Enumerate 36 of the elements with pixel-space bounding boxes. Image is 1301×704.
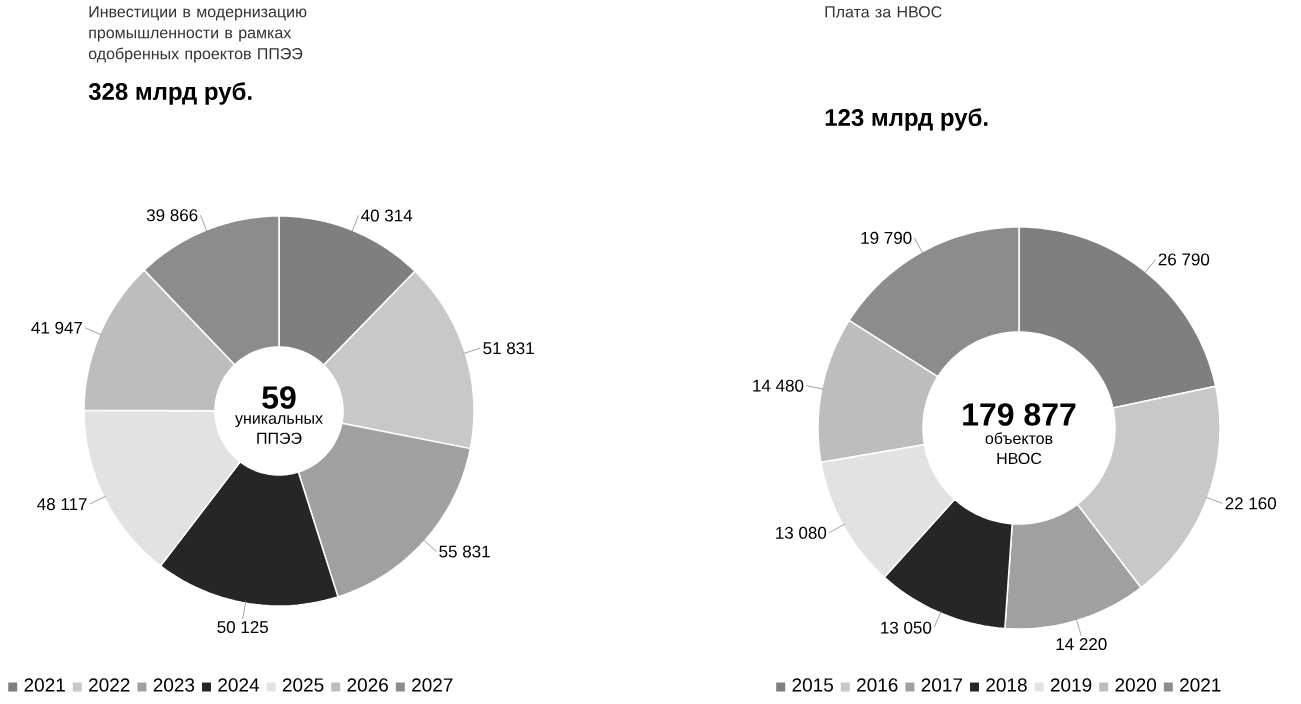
legend-label: 2017 — [921, 678, 963, 692]
data-label: 55 831 — [439, 545, 490, 558]
legend-label: 2027 — [412, 678, 453, 692]
legend-label: 2021 — [1180, 678, 1221, 692]
legend-label: 2022 — [89, 678, 130, 692]
chart-subtitle: 123 млрд руб. — [825, 108, 988, 131]
text: 179 877 — [963, 403, 1076, 426]
data-label: 14 480 — [753, 379, 804, 392]
legend-label: 2020 — [1115, 678, 1157, 692]
data-label: 39 866 — [146, 209, 198, 222]
legend-label: 2023 — [153, 678, 195, 692]
text: объектов НВОС — [985, 432, 1053, 465]
data-label: 13 080 — [776, 526, 827, 539]
legend-label: 2015 — [792, 678, 833, 692]
legend-label: 2024 — [218, 678, 260, 692]
data-label: 22 160 — [1225, 497, 1277, 510]
data-label: 51 831 — [483, 342, 534, 355]
data-label: 48 117 — [37, 498, 87, 511]
legend-label: 2021 — [24, 678, 65, 692]
data-label: 40 314 — [361, 209, 413, 222]
data-label: 14 220 — [1056, 638, 1107, 651]
chart-title: Плата за НВОС — [825, 6, 942, 18]
legend-label: 2018 — [986, 678, 1027, 692]
data-label: 26 790 — [1158, 253, 1210, 266]
data-label: 41 947 — [31, 321, 83, 334]
legend-label: 2016 — [857, 678, 898, 692]
text: 59 — [262, 386, 296, 409]
legend-label: 2025 — [282, 678, 324, 692]
legend-label: 2019 — [1050, 678, 1092, 692]
data-label: 13 050 — [881, 621, 932, 634]
chart-title: Инвестиции в модернизацию промышленности в рамках одобренных проектов ППЭЭ — [88, 6, 307, 63]
legend-label: 2026 — [347, 678, 388, 692]
chart-subtitle: 328 млрд руб. — [88, 82, 252, 105]
data-label: 19 790 — [861, 231, 912, 244]
text: уникальных ППЭЭ — [235, 415, 323, 444]
data-label: 50 125 — [217, 621, 268, 634]
